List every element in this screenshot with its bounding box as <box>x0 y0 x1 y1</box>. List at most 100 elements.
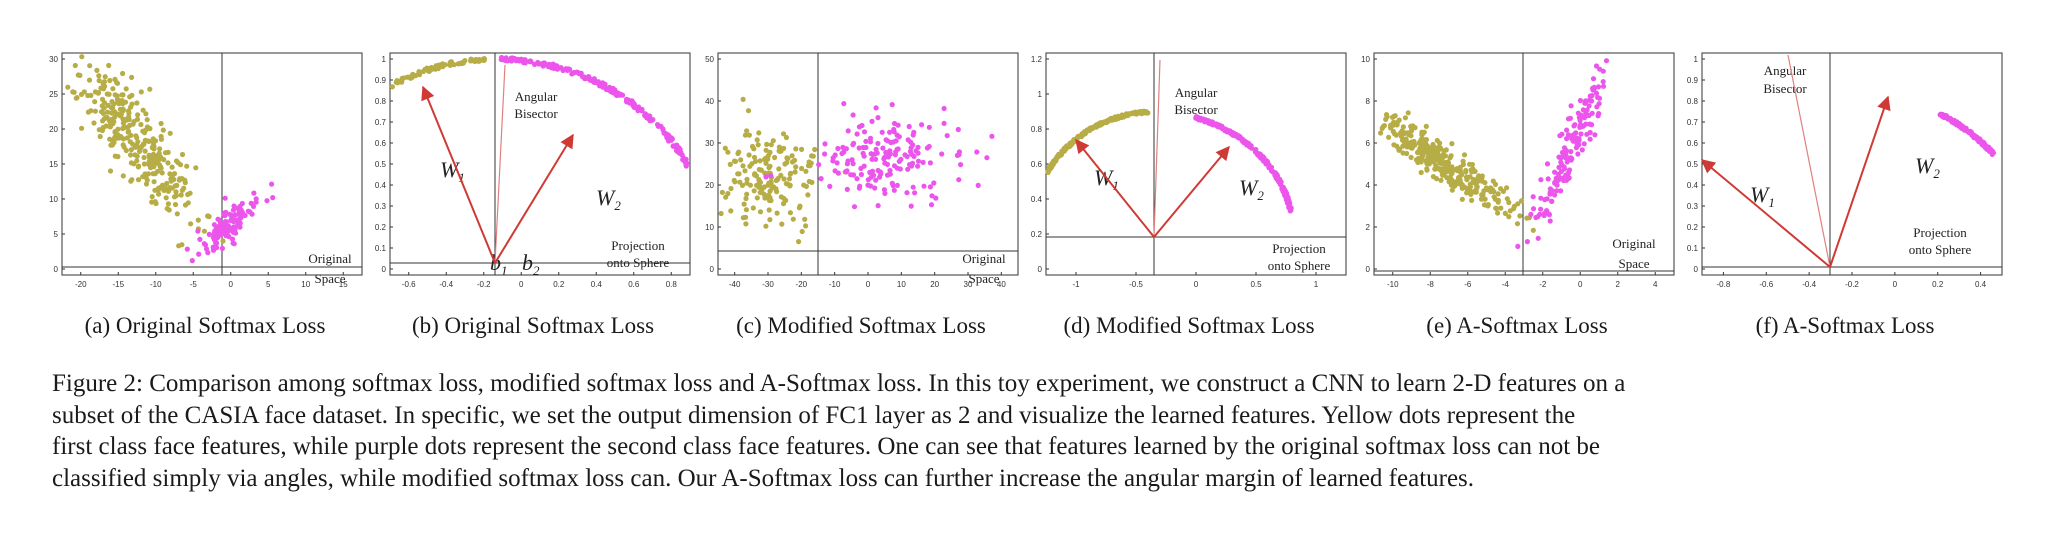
y-tick-label: 0.1 <box>375 244 387 253</box>
feature-point <box>120 173 126 179</box>
feature-point <box>1449 165 1455 171</box>
feature-point <box>128 152 134 158</box>
feature-point <box>1518 198 1525 204</box>
vector-label: W2 <box>596 185 621 213</box>
feature-point <box>891 187 897 193</box>
feature-point <box>907 162 913 168</box>
feature-point <box>883 137 889 143</box>
feature-point <box>1590 76 1597 82</box>
y-tick-label: 5 <box>54 230 59 239</box>
y-tick-label: 0.2 <box>1031 230 1043 239</box>
feature-point <box>606 86 612 92</box>
feature-point <box>167 130 173 136</box>
feature-point <box>845 128 851 134</box>
feature-point <box>650 117 656 123</box>
feature-point <box>757 209 764 215</box>
feature-point <box>119 92 125 98</box>
feature-point <box>173 193 179 199</box>
annotation-text: onto Sphere <box>1268 258 1331 273</box>
feature-point <box>880 145 886 151</box>
feature-point <box>129 74 135 80</box>
feature-point <box>115 99 121 105</box>
feature-point <box>1600 79 1606 85</box>
feature-point <box>1136 109 1142 115</box>
feature-point <box>781 176 787 182</box>
feature-point <box>1567 115 1573 121</box>
feature-point <box>956 152 962 158</box>
weight-vector-w2 <box>1153 145 1230 238</box>
feature-point <box>1495 191 1501 197</box>
feature-point <box>1419 136 1425 142</box>
feature-point <box>108 117 114 123</box>
y-tick-label: 0 <box>54 265 59 274</box>
weight-vector-w1 <box>1075 138 1155 238</box>
feature-point <box>155 168 161 174</box>
feature-point <box>162 150 169 156</box>
feature-point <box>984 155 990 161</box>
feature-point <box>143 174 149 180</box>
feature-point <box>1547 218 1553 224</box>
feature-point <box>110 139 116 145</box>
feature-point <box>844 161 850 167</box>
feature-point <box>1554 188 1560 194</box>
feature-point <box>174 211 180 217</box>
feature-point <box>834 160 840 166</box>
feature-point <box>146 152 152 158</box>
x-tick-label: 4 <box>1653 280 1658 289</box>
feature-point <box>1552 169 1558 175</box>
x-tick-label: -8 <box>1427 280 1435 289</box>
feature-point <box>1488 185 1494 191</box>
feature-point <box>774 210 780 216</box>
feature-point <box>1221 126 1227 132</box>
feature-point <box>663 131 669 137</box>
feature-point <box>1278 179 1284 185</box>
feature-point <box>1459 182 1465 188</box>
feature-point <box>528 59 534 65</box>
feature-point <box>1556 164 1562 170</box>
vector-label: b1 <box>490 250 508 278</box>
feature-point <box>1454 178 1461 184</box>
feature-point <box>72 62 78 69</box>
feature-point <box>1424 166 1430 172</box>
feature-point <box>896 134 902 140</box>
feature-point <box>1964 128 1970 134</box>
y-tick-label: 50 <box>705 55 714 64</box>
feature-point <box>848 172 854 178</box>
annotation-text: Projection <box>1913 225 1967 240</box>
y-tick-label: 0.9 <box>1687 76 1699 85</box>
feature-point <box>1504 185 1510 191</box>
feature-point <box>92 108 98 114</box>
feature-point <box>185 191 191 198</box>
feature-point <box>740 163 746 169</box>
feature-point <box>1442 153 1448 159</box>
weight-vector-w2 <box>1829 95 1891 268</box>
feature-point <box>1515 243 1521 249</box>
annotation-text: Bisector <box>1174 102 1218 117</box>
feature-point <box>120 101 126 107</box>
feature-point <box>806 178 812 185</box>
feature-point <box>140 128 146 134</box>
feature-point <box>1408 154 1414 160</box>
feature-point <box>131 161 137 167</box>
feature-point <box>1437 140 1443 146</box>
feature-point <box>913 148 919 154</box>
y-tick-label: 0.2 <box>1687 223 1699 232</box>
feature-point <box>743 207 749 213</box>
feature-point <box>891 129 897 135</box>
feature-point <box>74 95 80 101</box>
feature-point <box>887 148 893 154</box>
feature-point <box>854 131 860 137</box>
feature-point <box>779 221 785 227</box>
feature-point <box>921 183 927 189</box>
panel-e: -10 -8 -6 -4 -2 0 2 4 0 2 4 6 8 10 Original Space (e) A… <box>1352 45 1682 355</box>
vector-label: W2 <box>1915 153 1940 181</box>
feature-point <box>882 160 888 166</box>
feature-point <box>1418 159 1424 165</box>
feature-point <box>893 138 899 144</box>
feature-point <box>793 146 799 152</box>
feature-point <box>863 138 869 144</box>
feature-point <box>107 124 113 130</box>
y-tick-label: 0 <box>1366 265 1371 274</box>
feature-point <box>521 58 527 64</box>
feature-point <box>742 132 748 138</box>
